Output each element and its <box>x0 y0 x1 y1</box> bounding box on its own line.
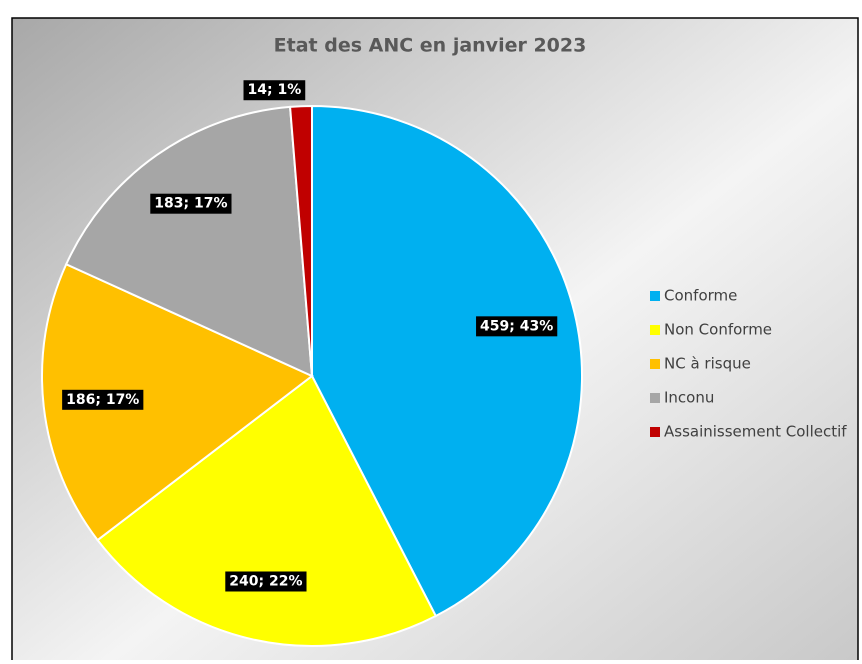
legend-swatch <box>650 427 660 437</box>
pie-slice <box>96 374 438 647</box>
data-label-box <box>243 80 306 101</box>
data-label: 183; 17% <box>154 196 227 212</box>
legend-label: Inconu <box>664 389 714 407</box>
pie-slice <box>64 105 314 378</box>
legend-swatch <box>650 325 660 335</box>
pie-slice <box>311 104 583 618</box>
data-label-box <box>150 193 232 214</box>
legend-label: NC à risque <box>664 355 751 373</box>
data-label: 459; 43% <box>480 318 553 334</box>
pie-slice <box>41 262 314 542</box>
chart-title: Etat des ANC en janvier 2023 <box>274 35 587 57</box>
legend-label: Non Conforme <box>664 321 772 339</box>
legend-swatch <box>650 291 660 301</box>
data-label-box <box>476 316 558 337</box>
data-label-box <box>62 389 144 410</box>
data-label: 240; 22% <box>229 573 302 589</box>
pie-slice <box>288 104 313 377</box>
data-label: 186; 17% <box>66 392 139 408</box>
legend-label: Assainissement Collectif <box>664 423 847 441</box>
legend-swatch <box>650 359 660 369</box>
legend-swatch <box>650 393 660 403</box>
data-label-box <box>225 571 307 592</box>
legend-label: Conforme <box>664 287 737 305</box>
data-label: 14; 1% <box>248 82 302 98</box>
